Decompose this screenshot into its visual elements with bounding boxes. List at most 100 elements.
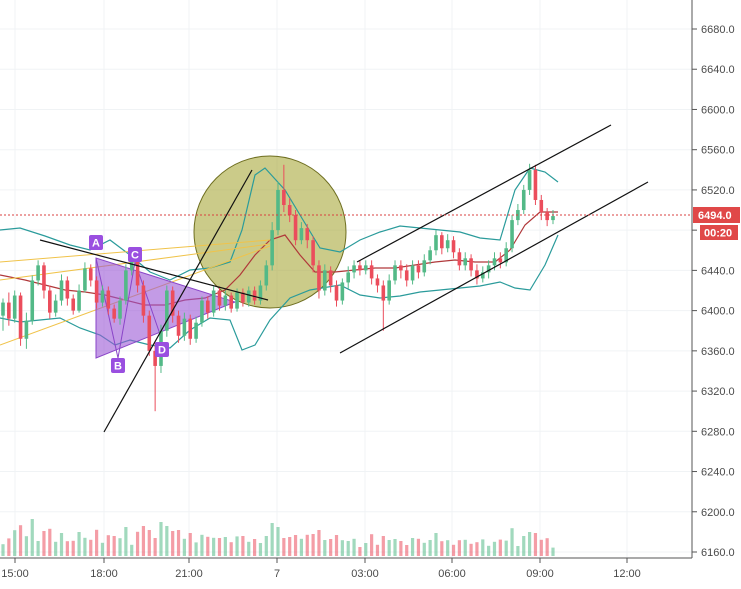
candlestick-series[interactable] [1,163,555,412]
volume-bar [30,519,34,556]
volume-bar [165,526,169,556]
time-tick-label: 18:00 [90,568,118,580]
volume-bar [229,542,233,556]
volume-bar [522,536,526,556]
volume-bar [130,544,134,556]
candle-body [346,272,351,283]
volume-bar [323,540,327,556]
candle-body [42,265,46,291]
candle-body [12,295,17,319]
time-scale[interactable]: 15:00 18:00 21:00 7 03:00 06:00 09:00 12:00 [0,557,741,584]
volume-bar [475,542,479,556]
price-tick-label: 6280.0 [701,426,735,438]
volume-bar [264,536,268,556]
candle-body [457,252,462,266]
time-tick-label: 21:00 [175,568,203,580]
candle-body [7,302,11,319]
volume-bar [188,533,192,556]
volume-bar [346,541,350,556]
volume-bar [293,535,298,556]
price-tick-label: 6200.0 [701,507,735,519]
candle-body [404,270,409,281]
volume-bar [551,547,555,556]
candle-body [305,228,310,241]
volume-bar [48,528,52,556]
volume-bar [434,533,438,556]
candle-body [551,216,555,221]
candle-body [205,300,210,313]
volume-bar [241,536,245,556]
volume-bar [147,530,151,556]
volume-bar [200,534,204,556]
pattern-labels: A B C D [89,235,169,373]
volume-bar [153,538,157,556]
volume-bar [457,540,461,556]
candle-body [211,290,216,313]
candle-body [217,290,222,306]
volume-bar [13,530,17,556]
candle-body [182,318,187,336]
candle-body [317,265,321,291]
volume-bar [446,540,450,556]
volume-bar [422,542,426,556]
candle-body [264,265,269,286]
last-price-value: 6494.0 [698,210,732,222]
price-scale[interactable]: 6680.06640.06600.06560.06520.06480.06440… [691,0,741,559]
candle-body [340,282,345,301]
price-tick-label: 6160.0 [701,547,735,559]
candle-body [77,290,81,311]
point-c-tag [128,247,142,262]
candle-body [1,302,5,316]
descending-trendline [39,239,269,301]
time-tick-label: 7 [274,568,280,580]
volume-bar [305,534,309,556]
candle-body [147,315,152,351]
volume-bar [112,536,116,556]
candle-body [71,298,76,311]
channel-lower-line [339,181,649,354]
volume-bar [106,535,110,556]
candle-body [358,265,362,271]
candle-body [545,212,549,221]
candle-body [141,285,146,316]
volume-bar [141,526,146,556]
candle-body [223,295,228,306]
countdown-tag [700,225,738,240]
volume-bar [510,528,514,556]
candle-body [504,248,508,263]
candle-body [440,235,444,249]
candle-body [451,240,456,253]
candle-body [235,292,239,309]
candle-body [434,235,438,251]
trend-lines[interactable] [39,124,649,433]
volume-bar [358,547,362,556]
candle-body [24,320,29,339]
candle-body [188,318,193,339]
circle-drawing[interactable] [193,155,347,309]
volume-bar [288,537,292,556]
candle-body [30,280,35,321]
volume-bar [223,537,227,556]
candle-body [241,292,245,303]
volume-bar [487,545,491,556]
candle-body [510,220,514,249]
point-d-label: D [158,345,166,357]
candle-body [428,250,432,261]
point-d-tag [155,342,169,357]
candle-body [270,230,274,266]
volume-bar [451,544,456,556]
volume-bar [311,534,315,556]
time-tick-label: 15:00 [1,568,29,580]
price-tick-label: 6400.0 [701,306,735,318]
channel-upper-line [356,124,612,263]
candle-body [118,300,122,319]
volume-bar [89,539,93,556]
volume-bar [469,543,473,556]
candle-body [106,290,111,309]
volume-bar [533,533,538,556]
volume-bar [364,543,368,556]
volume-bar [340,540,344,556]
candle-body [124,270,128,301]
